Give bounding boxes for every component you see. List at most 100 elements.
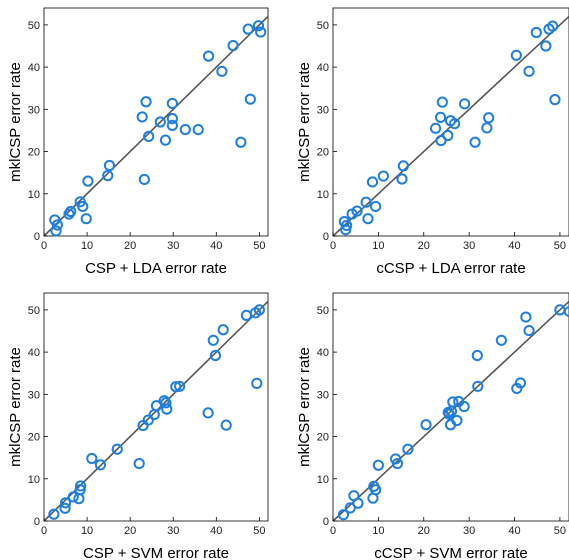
data-point: [360, 196, 372, 208]
data-point: [530, 26, 542, 39]
y-axis-label: mklCSP error rate: [7, 62, 24, 182]
y-tick-label: 50: [28, 305, 40, 317]
y-tick-label: 40: [317, 347, 329, 359]
data-point: [227, 39, 239, 52]
data-point: [255, 26, 267, 38]
data-point: [471, 349, 483, 362]
data-point: [366, 176, 379, 188]
x-tick-label: 50: [554, 240, 566, 252]
data-point: [337, 509, 350, 521]
y-tick-label: 0: [323, 516, 329, 528]
data-point: [352, 497, 364, 509]
y-tick-label: 30: [28, 389, 40, 401]
data-point: [362, 213, 374, 225]
y-tick-label: 50: [317, 20, 329, 32]
data-point: [240, 309, 253, 321]
x-tick-label: 0: [330, 240, 336, 252]
data-point: [94, 459, 107, 471]
data-point: [166, 119, 178, 131]
x-tick-label: 10: [81, 240, 93, 252]
x-tick-label: 0: [41, 525, 47, 537]
x-tick-label: 20: [124, 240, 136, 252]
data-point: [253, 304, 265, 316]
plot-frame: [332, 7, 569, 237]
y-axis-label: mklCSP error rate: [296, 347, 313, 467]
data-point: [252, 20, 265, 32]
data-point: [397, 160, 409, 172]
y-axis-label: mklCSP error rate: [7, 347, 24, 467]
panel-ccsp-svm: 0 10 20 30 40 50 0 10 20 30 40 50 cCSP + SVM error r…: [296, 292, 569, 560]
plot-frame: [43, 7, 269, 237]
x-tick-label: 10: [372, 525, 384, 537]
data-point: [138, 173, 150, 186]
y-tick-label: 40: [28, 347, 40, 359]
data-point: [549, 94, 561, 106]
y-tick-label: 50: [28, 20, 40, 32]
y-tick-label: 0: [34, 516, 40, 528]
y-tick-label: 30: [317, 104, 329, 116]
panel-csp-svm: 0 10 20 30 40 50 0 10 20 30 40 50 CSP + SVM error ra…: [7, 292, 269, 560]
data-point: [459, 98, 471, 110]
data-point: [59, 502, 71, 514]
data-point: [159, 134, 172, 146]
x-tick-label: 20: [124, 525, 136, 537]
y-tick-label: 30: [317, 389, 329, 401]
data-point: [102, 170, 114, 182]
data-point: [443, 408, 455, 420]
y-tick-label: 40: [317, 62, 329, 74]
data-point: [370, 484, 382, 496]
x-tick-label: 50: [554, 525, 566, 537]
data-point: [540, 40, 552, 52]
x-tick-label: 30: [167, 525, 179, 537]
data-point: [154, 116, 166, 128]
y-tick-label: 10: [317, 474, 329, 486]
data-point: [73, 493, 85, 505]
data-point: [523, 65, 535, 77]
data-point: [67, 491, 79, 503]
panel-ccsp-lda: 0 10 20 30 40 50 0 10 20 30 40 50 cCSP + LDA error r…: [296, 7, 569, 277]
data-point: [170, 381, 182, 393]
y-tick-label: 10: [317, 189, 329, 201]
data-point: [563, 305, 569, 318]
x-tick-label: 30: [167, 240, 179, 252]
data-point: [495, 334, 507, 346]
data-point: [77, 200, 89, 213]
data-point: [242, 23, 254, 35]
data-point: [216, 65, 228, 77]
data-point: [523, 324, 535, 337]
data-point: [396, 173, 408, 185]
data-point: [148, 409, 160, 421]
data-point: [137, 419, 149, 432]
x-tick-label: 0: [330, 525, 336, 537]
plot-frame: [43, 292, 269, 522]
data-point: [161, 403, 173, 415]
data-point: [50, 225, 62, 237]
data-point: [451, 414, 463, 427]
y-tick-label: 20: [317, 432, 329, 444]
x-tick-label: 40: [210, 240, 222, 252]
y-tick-label: 20: [28, 147, 40, 159]
data-point: [80, 213, 92, 225]
data-point: [220, 419, 232, 431]
x-tick-label: 30: [463, 240, 475, 252]
data-point: [82, 175, 94, 187]
x-axis-label: cCSP + SVM error rate: [374, 545, 528, 560]
data-point: [86, 452, 98, 465]
data-point: [142, 414, 154, 426]
data-point: [472, 380, 484, 392]
data-point: [150, 400, 163, 412]
x-axis-label: CSP + LDA error rate: [85, 260, 227, 277]
y-axis-label: mklCSP error rate: [296, 62, 313, 182]
data-point: [429, 122, 442, 134]
data-point: [74, 484, 86, 496]
data-point: [202, 407, 214, 419]
data-point: [51, 219, 63, 231]
data-point: [140, 96, 152, 108]
data-point: [174, 380, 186, 392]
data-point: [351, 205, 363, 217]
data-point: [377, 170, 389, 182]
y-tick-label: 20: [317, 147, 329, 159]
data-point: [202, 50, 215, 62]
panel-csp-lda: 0 10 20 30 40 50 0 10 20 30 40 50 CSP + LDA error ra…: [7, 7, 269, 277]
